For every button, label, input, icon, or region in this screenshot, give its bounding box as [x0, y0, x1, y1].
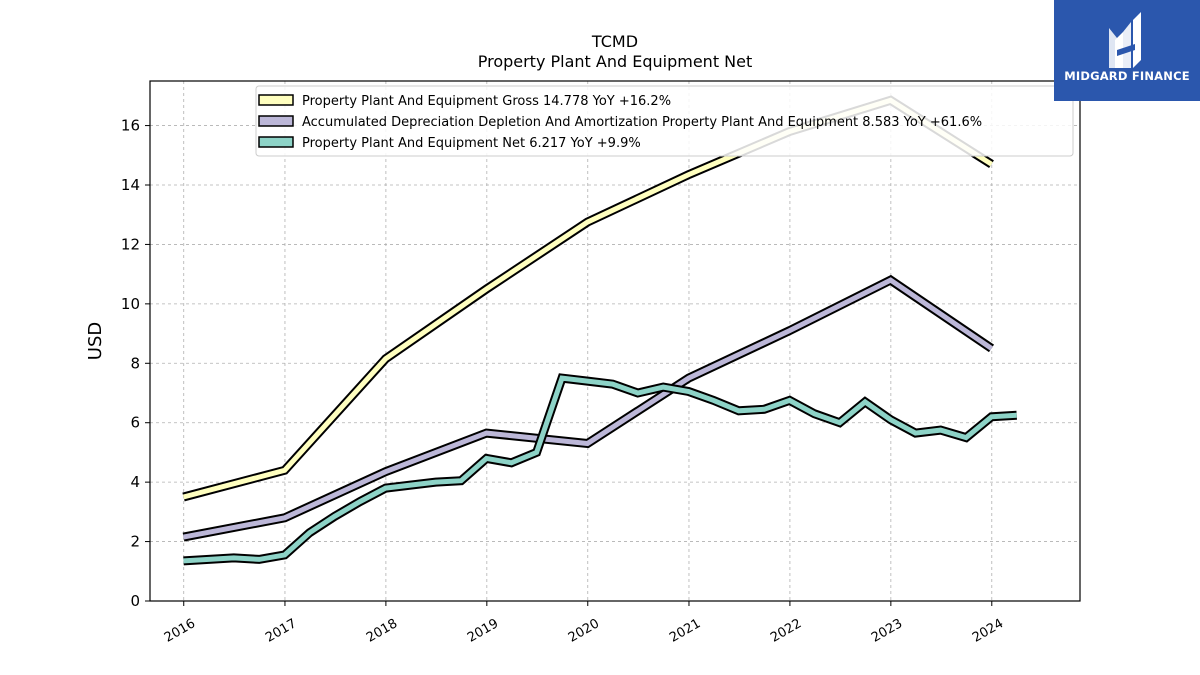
- y-axis-label: USD: [85, 322, 106, 360]
- chart-subtitle: Property Plant And Equipment Net: [478, 52, 753, 71]
- y-axis-ticks: 0 2 4 6 8 10 12 14 16: [121, 117, 150, 610]
- series-lines: [182, 95, 1017, 566]
- x-tick-label: 2023: [869, 616, 905, 646]
- legend-label-2: Accumulated Depreciation Depletion And A…: [302, 115, 982, 130]
- y-tick-label: 4: [130, 473, 140, 491]
- y-tick-label: 0: [130, 592, 140, 610]
- brand-name: MIDGARD FINANCE: [1064, 69, 1190, 83]
- y-tick-label: 8: [130, 354, 140, 372]
- midgard-logo-icon: [1109, 12, 1141, 68]
- y-tick-label: 6: [130, 414, 140, 432]
- legend-swatch-2: [258, 115, 294, 127]
- grid-lines: [150, 81, 1080, 602]
- chart-title: TCMD: [591, 32, 638, 51]
- y-tick-label: 12: [121, 235, 140, 253]
- legend: Property Plant And Equipment Gross 14.77…: [255, 85, 1074, 157]
- x-tick-label: 2016: [162, 616, 198, 646]
- x-tick-label: 2022: [768, 616, 804, 646]
- legend-label-3: Property Plant And Equipment Net 6.217 Y…: [302, 136, 641, 151]
- y-tick-label: 14: [121, 176, 140, 194]
- x-tick-label: 2018: [364, 616, 400, 646]
- y-tick-label: 2: [130, 533, 140, 551]
- y-tick-label: 16: [121, 117, 140, 135]
- y-tick-label: 10: [121, 295, 140, 313]
- x-tick-label: 2020: [566, 616, 602, 646]
- legend-label-1: Property Plant And Equipment Gross 14.77…: [302, 94, 671, 109]
- series-line-2: [183, 277, 993, 540]
- midgard-finance-logo: MIDGARD FINANCE: [1054, 0, 1200, 101]
- x-tick-label: 2024: [970, 616, 1006, 646]
- x-axis-ticks: 2016 2017 2018 2019 2020 2021 2022 2023 2024: [162, 601, 1006, 646]
- plot-frame: [149, 80, 1081, 602]
- legend-box: [255, 85, 1074, 157]
- legend-swatch-3: [258, 136, 294, 148]
- series-line-3: [183, 375, 1017, 564]
- x-tick-label: 2017: [263, 616, 299, 646]
- x-tick-label: 2021: [667, 616, 703, 646]
- x-tick-label: 2019: [465, 616, 501, 646]
- legend-swatch-1: [258, 94, 294, 106]
